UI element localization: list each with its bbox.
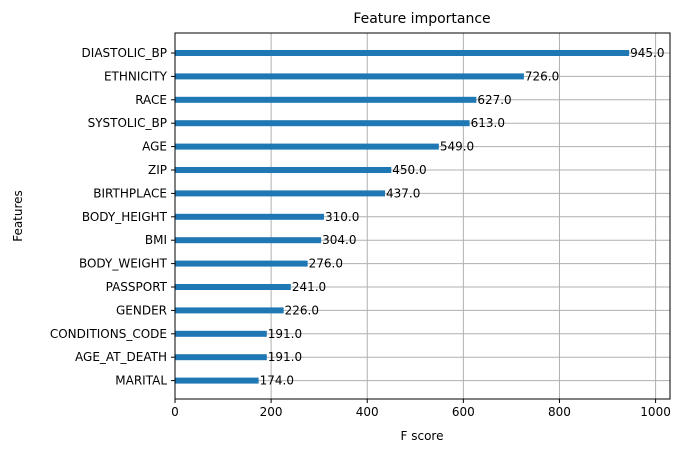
data-label: 241.0 <box>292 280 326 294</box>
data-label: 276.0 <box>309 257 343 271</box>
bar-ethnicity <box>175 73 524 80</box>
y-tick-label: CONDITIONS_CODE <box>50 327 167 341</box>
bar-zip <box>175 167 392 173</box>
data-label: 437.0 <box>386 186 420 200</box>
data-label: 226.0 <box>285 303 319 317</box>
x-tick-label: 600 <box>452 405 475 419</box>
bar-systolic-bp <box>175 120 470 127</box>
data-label: 549.0 <box>440 140 474 154</box>
x-tick-label: 200 <box>260 405 283 419</box>
plot-frame <box>174 32 671 400</box>
data-label: 191.0 <box>268 327 302 341</box>
y-tick-label: SYSTOLIC_BP <box>88 116 167 130</box>
bar-diastolic-bp <box>175 50 630 56</box>
data-label: 174.0 <box>260 374 294 388</box>
y-tick-label: ETHNICITY <box>104 69 168 83</box>
bar-birthplace <box>175 190 386 197</box>
y-tick-label: BODY_HEIGHT <box>82 210 168 224</box>
data-labels: 945.0 726.0 627.0 613.0 549.0 450.0 437.0 310.0… <box>260 46 665 388</box>
x-tick-label: 400 <box>356 405 379 419</box>
bar-age <box>175 143 439 150</box>
y-tick-label: RACE <box>135 93 167 107</box>
bar-bmi <box>175 237 322 244</box>
bar-body-weight <box>175 260 308 267</box>
bar-passport <box>175 284 291 290</box>
data-label: 310.0 <box>325 210 359 224</box>
y-tick-label: GENDER <box>116 303 167 317</box>
x-tick-label: 0 <box>171 405 179 419</box>
chart-title: Feature importance <box>353 11 490 27</box>
bar-conditions-code <box>175 330 267 337</box>
y-tick-label: PASSPORT <box>106 280 168 294</box>
y-tick-label: DIASTOLIC_BP <box>82 46 167 60</box>
y-tick-label: AGE_AT_DEATH <box>75 350 167 364</box>
data-label: 613.0 <box>471 116 505 130</box>
y-axis-label: Features <box>11 190 25 242</box>
x-tick-label: 1000 <box>640 405 671 419</box>
x-axis-label: F score <box>401 429 444 443</box>
data-label: 627.0 <box>477 93 511 107</box>
y-tick-label: BMI <box>145 233 167 247</box>
y-tick-label: AGE <box>142 140 167 154</box>
x-axis-ticks: 0 200 400 600 800 1000 <box>171 399 671 419</box>
y-tick-label: MARITAL <box>115 374 167 388</box>
data-label: 450.0 <box>392 163 426 177</box>
data-label: 726.0 <box>525 69 559 83</box>
bar-race <box>175 96 477 103</box>
bar-gender <box>175 307 284 314</box>
y-axis-ticks: DIASTOLIC_BP ETHNICITY RACE SYSTOLIC_BP AGE Z… <box>50 46 175 388</box>
data-label: 191.0 <box>268 350 302 364</box>
y-tick-label: BODY_WEIGHT <box>79 257 168 271</box>
data-label: 304.0 <box>322 233 356 247</box>
bar-body-height <box>175 213 324 220</box>
y-tick-label: BIRTHPLACE <box>93 186 167 200</box>
bars <box>175 50 630 384</box>
y-tick-label: ZIP <box>148 163 167 177</box>
bar-age-at-death <box>175 354 267 361</box>
x-tick-label: 800 <box>548 405 571 419</box>
bar-marital <box>175 377 259 384</box>
data-label: 945.0 <box>630 46 664 60</box>
